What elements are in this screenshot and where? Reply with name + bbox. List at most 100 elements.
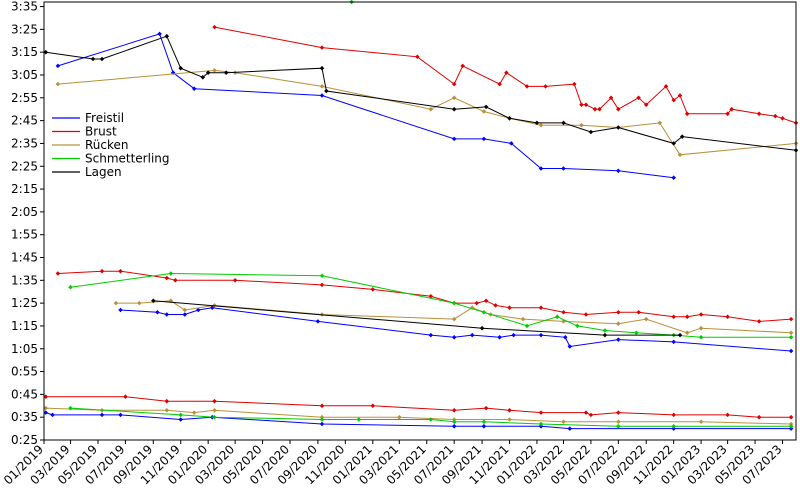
data-point — [481, 309, 487, 315]
data-point — [113, 300, 119, 306]
data-point — [164, 398, 170, 404]
data-point — [428, 332, 434, 338]
data-point — [319, 282, 325, 288]
series-line — [120, 307, 792, 352]
data-point — [191, 86, 197, 91]
data-point — [616, 424, 621, 429]
data-point — [212, 414, 217, 420]
data-point — [137, 300, 142, 306]
data-point — [178, 65, 183, 71]
data-point — [151, 298, 156, 304]
data-point — [511, 332, 516, 338]
data-point — [788, 414, 794, 420]
data-point — [452, 419, 457, 424]
data-point — [543, 84, 548, 89]
data-point — [319, 45, 325, 50]
data-point — [698, 335, 704, 340]
data-point — [319, 421, 325, 427]
data-point — [579, 122, 584, 128]
y-tick-label: 2:05 — [11, 205, 38, 219]
data-point — [561, 419, 566, 424]
data-point — [507, 305, 512, 310]
data-point — [788, 335, 794, 340]
data-point — [68, 405, 73, 411]
data-point — [99, 412, 105, 418]
data-point — [212, 68, 217, 73]
plot-frame — [43, 1, 797, 441]
data-point — [173, 278, 178, 283]
data-point — [616, 309, 621, 315]
data-point — [55, 63, 61, 69]
data-point — [616, 125, 621, 130]
y-tick-label: 1:45 — [11, 251, 38, 265]
data-point — [579, 102, 584, 107]
data-point — [481, 424, 487, 429]
data-point — [428, 417, 434, 422]
data-point — [164, 275, 170, 281]
data-point — [567, 344, 573, 349]
data-point — [481, 136, 487, 142]
data-point — [451, 95, 457, 101]
y-tick-label: 2:55 — [11, 91, 38, 105]
y-tick-label: 3:35 — [11, 0, 38, 14]
data-point — [602, 332, 608, 338]
data-point — [773, 113, 778, 119]
data-point — [481, 109, 487, 114]
series-line — [57, 33, 674, 179]
data-point — [451, 335, 457, 340]
y-tick-label: 3:05 — [11, 68, 38, 82]
data-point — [684, 314, 690, 320]
data-point — [677, 332, 683, 338]
data-point — [507, 417, 512, 422]
data-point — [493, 303, 498, 308]
data-point — [356, 417, 362, 422]
series-line — [45, 396, 792, 418]
data-point — [756, 414, 762, 420]
data-point — [671, 412, 676, 418]
data-point — [616, 168, 621, 174]
data-point — [592, 106, 598, 112]
data-point — [483, 298, 489, 304]
data-point — [55, 271, 61, 276]
data-point — [319, 417, 325, 422]
data-point — [520, 316, 526, 322]
data-point — [725, 314, 730, 320]
data-point — [583, 312, 589, 317]
data-point — [451, 300, 457, 306]
data-point — [524, 323, 530, 329]
data-point — [538, 122, 544, 128]
data-point — [50, 412, 55, 418]
data-point — [212, 408, 217, 413]
data-point — [671, 175, 676, 180]
data-point — [451, 424, 457, 429]
y-tick-label: 3:15 — [11, 45, 38, 59]
data-point — [561, 309, 566, 315]
data-point — [671, 426, 676, 431]
series-line — [153, 300, 680, 336]
data-point — [474, 300, 479, 306]
data-point — [451, 106, 457, 112]
data-point — [479, 325, 485, 331]
data-point — [319, 273, 325, 278]
data-point — [483, 405, 489, 411]
data-point — [319, 414, 325, 420]
y-tick-label: 0:35 — [11, 410, 38, 424]
data-point — [538, 424, 544, 429]
data-point — [164, 33, 170, 39]
data-point — [43, 49, 49, 55]
data-point — [232, 278, 238, 283]
data-point — [182, 307, 188, 313]
series-line — [57, 69, 797, 156]
data-point — [634, 330, 639, 336]
data-point — [483, 104, 489, 110]
data-point — [756, 319, 762, 324]
data-point — [684, 330, 690, 336]
data-point — [698, 419, 704, 424]
series-line — [45, 407, 792, 425]
data-point — [415, 54, 420, 59]
y-tick-label: 2:15 — [11, 182, 38, 196]
data-point — [99, 268, 105, 274]
data-point — [575, 323, 580, 329]
series-freistil — [43, 31, 794, 431]
series-brust — [43, 24, 799, 420]
